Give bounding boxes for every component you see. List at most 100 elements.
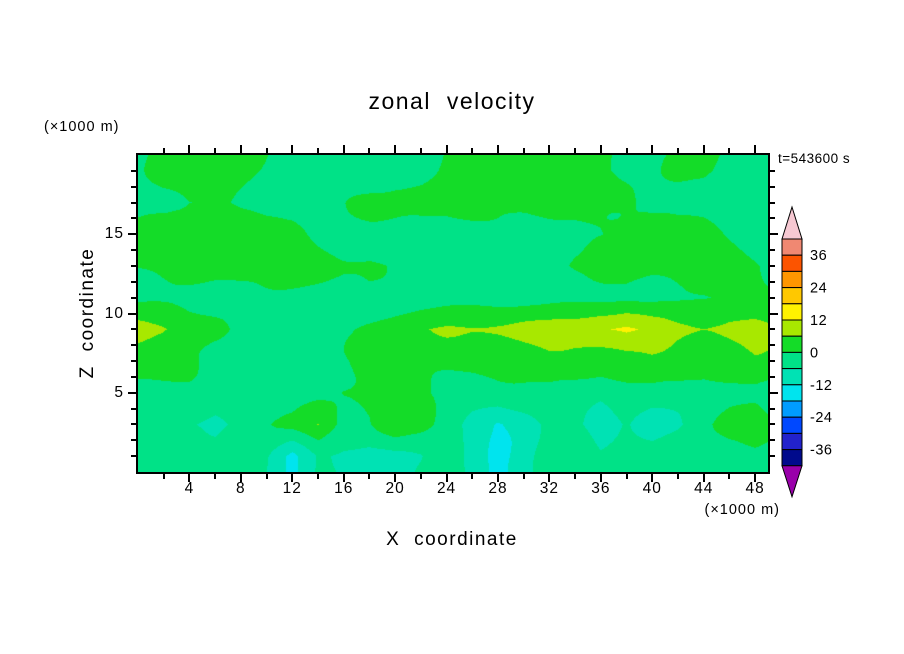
chart-title: zonal velocity [368, 88, 536, 114]
time-annotation: t=543600 s [778, 151, 851, 166]
x-tick [728, 474, 731, 479]
x-tick [239, 474, 242, 482]
colorbar-band [781, 303, 803, 321]
colorbar-tick-label: 0 [810, 345, 819, 361]
x-tick [317, 474, 319, 479]
x-tick [394, 145, 397, 153]
colorbar-band [781, 449, 803, 467]
x-tick [342, 474, 345, 482]
x-tick [625, 474, 628, 479]
y-tick [770, 249, 775, 252]
y-axis-unit-label: (×1000 m) [44, 119, 120, 135]
y-tick [770, 391, 778, 394]
colorbar-band [781, 270, 803, 289]
x-tick-label: 28 [488, 480, 508, 497]
y-tick [131, 375, 136, 378]
colorbar-tick-label: 36 [810, 248, 827, 264]
x-tick [599, 474, 602, 482]
y-tick-label: 15 [104, 225, 124, 243]
colorbar-band [781, 400, 803, 418]
x-tick [471, 474, 474, 479]
colorbar-band [781, 416, 803, 434]
y-tick [770, 185, 775, 188]
colorbar-band [781, 368, 803, 386]
x-tick [214, 474, 217, 479]
y-tick [770, 328, 775, 331]
y-tick [131, 280, 136, 283]
x-tick-label: 32 [539, 480, 560, 497]
y-tick [770, 280, 775, 283]
colorbar-band [781, 335, 803, 353]
x-tick [754, 145, 757, 153]
y-tick-label: 5 [114, 383, 124, 401]
x-tick-label: 24 [436, 480, 457, 497]
x-tick [419, 148, 422, 153]
x-tick [574, 474, 577, 479]
y-tick [131, 296, 136, 299]
y-axis-title: Z coordinate [77, 247, 98, 379]
x-tick [368, 148, 371, 153]
x-tick [548, 145, 551, 153]
x-tick [754, 474, 757, 482]
y-tick [131, 423, 136, 426]
x-tick [188, 474, 191, 482]
x-tick [677, 148, 679, 153]
x-tick [317, 148, 319, 153]
x-tick-label: 48 [745, 480, 765, 497]
y-tick [770, 312, 778, 315]
x-tick [702, 145, 705, 153]
x-tick [497, 145, 499, 153]
y-tick [770, 233, 778, 236]
colorbar-tick-label: -36 [810, 443, 832, 459]
x-tick [445, 474, 448, 482]
y-tick [770, 344, 775, 347]
x-tick [522, 148, 525, 153]
x-axis-unit-label: (×1000 m) [704, 502, 780, 518]
x-tick [239, 145, 242, 153]
colorbar-band [781, 384, 803, 402]
x-tick [419, 474, 422, 479]
y-tick [131, 185, 136, 188]
x-tick [471, 148, 474, 153]
colorbar-band [781, 254, 803, 272]
y-tick [128, 233, 136, 236]
y-tick [770, 455, 775, 458]
x-tick-label: 8 [236, 480, 246, 497]
colorbar-arrow-top [781, 205, 803, 240]
colorbar-band [781, 287, 803, 305]
x-tick [162, 474, 165, 479]
contour-field-canvas [138, 155, 768, 472]
y-tick [770, 375, 775, 378]
plot-frame [136, 153, 770, 474]
x-tick [291, 145, 294, 153]
colorbar-tick-label: -24 [810, 410, 832, 426]
y-tick [131, 455, 136, 458]
colorbar-band [781, 432, 803, 451]
colorbar-band [781, 351, 803, 370]
x-tick [574, 148, 577, 153]
colorbar-band [781, 319, 803, 337]
x-tick [599, 145, 602, 153]
x-tick [188, 145, 191, 153]
colorbar-tick-label: 24 [810, 281, 827, 297]
y-tick [770, 264, 775, 267]
x-tick-label: 16 [334, 480, 354, 497]
y-tick [770, 407, 775, 410]
x-tick [702, 474, 705, 482]
y-tick-label: 10 [104, 304, 124, 322]
y-tick [770, 169, 775, 172]
y-tick [131, 344, 136, 347]
y-tick [131, 407, 136, 410]
x-tick [677, 474, 679, 479]
x-tick [162, 148, 165, 153]
y-tick [770, 217, 775, 220]
y-tick [131, 201, 136, 204]
x-tick [651, 145, 654, 153]
x-tick [394, 474, 397, 482]
y-tick [131, 249, 136, 252]
y-tick [128, 312, 136, 315]
x-tick [214, 148, 217, 153]
x-tick-label: 40 [642, 480, 662, 497]
x-tick [445, 145, 448, 153]
